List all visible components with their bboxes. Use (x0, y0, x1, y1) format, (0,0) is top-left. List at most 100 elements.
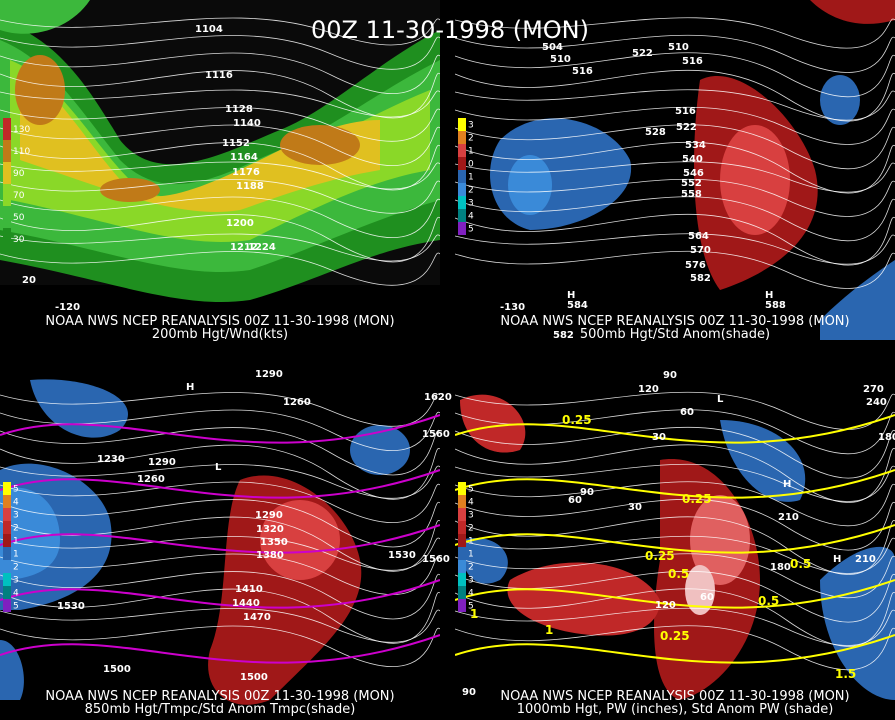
pw-label: 0.5 (668, 567, 689, 581)
legend-swatch (3, 599, 11, 612)
contour-line (0, 233, 441, 262)
legend-label: 4 (468, 589, 474, 599)
legend-swatch (3, 547, 11, 560)
contour-label: 510 (668, 42, 689, 53)
contour-label: 1188 (236, 181, 264, 192)
contour-label: 1350 (260, 537, 288, 548)
contour-label: 20 (22, 275, 36, 286)
legend-label: 5 (468, 225, 474, 235)
contour-label: 528 (645, 127, 666, 138)
legend-swatch (3, 508, 11, 521)
legend-swatch (458, 508, 466, 521)
contour-line (454, 213, 895, 266)
legend-swatch (458, 183, 466, 196)
legend-label: 4 (468, 498, 474, 508)
legend-swatch (458, 157, 466, 170)
legend-label: 90 (13, 169, 25, 179)
contour-line (0, 214, 441, 263)
contour-line (0, 89, 441, 118)
legend-label: 2 (468, 186, 474, 196)
legend-swatch (3, 482, 11, 495)
contour-line (0, 409, 441, 451)
legend-swatch (458, 599, 466, 612)
contour-line (454, 463, 895, 502)
contour-label: H (567, 290, 575, 301)
contour-label: -120 (55, 302, 80, 313)
pw-line (454, 634, 895, 664)
contour-label: 180 (878, 432, 895, 443)
contour-label: 1140 (233, 118, 261, 129)
legend-label: 4 (13, 589, 19, 599)
contour-label: 588 (765, 300, 786, 311)
panel-subcaption: 850mb Hgt/Tmpc/Std Anom Tmpc(shade) (85, 702, 356, 716)
panel-caption: NOAA NWS NCEP REANALYSIS 00Z 11-30-1998 … (45, 314, 394, 329)
contour-label: 1530 (57, 601, 85, 612)
contour-line (454, 161, 895, 193)
legend-swatch (3, 495, 11, 508)
contour-label: 1290 (255, 510, 283, 521)
contour-line (0, 124, 441, 166)
pw-label: 1 (470, 607, 478, 621)
contour-label: 570 (690, 245, 711, 256)
contour-line (454, 570, 895, 623)
contour-line (0, 571, 441, 620)
contour-label: 1230 (97, 454, 125, 465)
legend-label: 70 (13, 191, 25, 201)
contour-label: 552 (681, 178, 702, 189)
contour-label: 516 (572, 66, 593, 77)
contour-label: 546 (683, 168, 704, 179)
contour-line (0, 625, 441, 667)
contour-line (0, 107, 441, 142)
contour-label: 516 (675, 106, 696, 117)
pw-line (454, 414, 895, 444)
contour-label: 1500 (240, 672, 268, 683)
contour-label: 576 (685, 260, 706, 271)
main-title: 00Z 11-30-1998 (MON) (311, 16, 589, 44)
panel-subcaption: 500mb Hgt/Std Anom(shade) (580, 327, 770, 342)
contour-line (0, 179, 441, 214)
contour-line (454, 196, 895, 242)
contour-line (454, 89, 895, 121)
legend-label: 5 (13, 485, 19, 495)
contour-line (454, 498, 895, 551)
contour-label: 1224 (248, 242, 276, 253)
legend-label: 130 (13, 125, 30, 135)
legend-swatch (3, 560, 11, 573)
contour-label: L (717, 394, 724, 405)
contour-label: 60 (700, 592, 714, 603)
contour-label: 1128 (225, 104, 253, 115)
legend-label: 2 (468, 134, 474, 144)
legend-label: 5 (13, 602, 19, 612)
contour-line (454, 391, 895, 430)
contour-label: H (833, 554, 841, 565)
contour-label: 1290 (255, 369, 283, 380)
contour-label: 1200 (226, 218, 254, 229)
contour-line (454, 233, 895, 265)
panel-caption: NOAA NWS NCEP REANALYSIS 00Z 11-30-1998 … (500, 689, 849, 704)
contour-label: 534 (685, 140, 706, 151)
contour-line (0, 196, 441, 238)
contour-label: 210 (855, 554, 876, 565)
temperature-line (0, 414, 441, 444)
legend-label: 3 (468, 576, 474, 586)
contour-label: 510 (550, 54, 571, 65)
contour-line (0, 536, 441, 571)
contour-line (454, 607, 895, 646)
contour-line (0, 17, 441, 46)
contours (0, 17, 895, 671)
temperature-line (0, 524, 441, 554)
contour-label: 540 (682, 154, 703, 165)
panel-caption: NOAA NWS NCEP REANALYSIS 00Z 11-30-1998 … (500, 314, 849, 329)
temperature-line (0, 634, 441, 664)
legend-swatch (3, 573, 11, 586)
legend-swatch (3, 586, 11, 599)
contour-label: H (783, 479, 791, 490)
legend-swatch (3, 184, 11, 206)
contour-line (454, 178, 895, 217)
legend-swatch (458, 534, 466, 547)
contour-label: 1260 (283, 397, 311, 408)
contour-label: L (215, 462, 222, 473)
contour-line (454, 34, 895, 73)
legend-label: 1 (13, 550, 19, 560)
legend-swatch (3, 534, 11, 547)
